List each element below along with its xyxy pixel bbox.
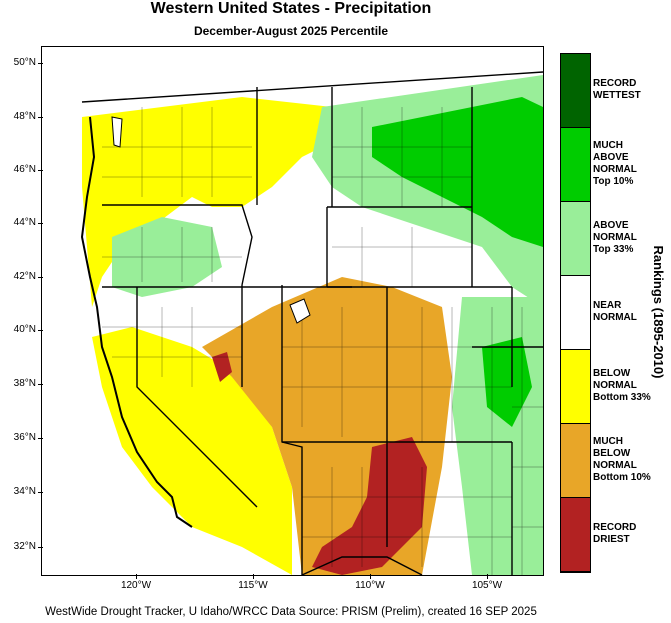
lat-tick — [38, 547, 43, 548]
lat-tick — [38, 223, 43, 224]
legend-title: Rankings (1895-2010) — [651, 245, 666, 379]
legend-swatch — [561, 202, 590, 276]
great-salt-lake — [289, 298, 311, 324]
lon-label: 110°W — [355, 580, 385, 591]
coastline — [80, 116, 193, 528]
legend-label-line: ABOVE — [593, 152, 629, 163]
lat-label: 34°N — [13, 486, 36, 497]
legend-label: MUCH BELOW NORMAL Bottom 10% — [593, 436, 651, 484]
lat-tick — [38, 170, 43, 171]
map-svg — [42, 47, 543, 575]
lat-label: 32°N — [13, 541, 36, 552]
legend-label-line: NEAR — [593, 300, 622, 311]
legend-label-line: BELOW — [593, 368, 631, 379]
legend-swatch — [561, 498, 590, 572]
legend-label-line: DRIEST — [593, 534, 630, 545]
legend-label-line: ABOVE — [593, 220, 629, 231]
region-record-driest-nm — [312, 437, 427, 575]
legend-label-line: Top 33% — [593, 244, 634, 255]
lat-label: 48°N — [13, 111, 36, 122]
legend-label-line: NORMAL — [593, 232, 637, 243]
lat-label: 44°N — [13, 217, 36, 228]
lat-tick — [38, 330, 43, 331]
data-source-credit: WestWide Drought Tracker, U Idaho/WRCC D… — [45, 606, 537, 618]
map-title: Western United States - Precipitation — [150, 0, 432, 17]
lat-label: 36°N — [13, 432, 36, 443]
legend-label: NEAR NORMAL — [593, 300, 637, 324]
state-boundaries — [102, 87, 543, 575]
lon-tick — [253, 574, 254, 579]
lat-tick — [38, 384, 43, 385]
lon-tick — [487, 574, 488, 579]
legend-label-line: RECORD — [593, 522, 637, 533]
legend-label-line: NORMAL — [593, 164, 637, 175]
legend-label-line: Top 10% — [593, 176, 634, 187]
legend-label-line: NORMAL — [593, 312, 637, 323]
legend-label-line: WETTEST — [593, 90, 641, 101]
lat-tick — [38, 438, 43, 439]
legend-label-line: Bottom 10% — [593, 472, 651, 483]
legend-label: RECORD WETTEST — [593, 78, 641, 102]
lon-label: 120°W — [120, 580, 152, 591]
lat-tick — [38, 492, 43, 493]
legend-label: BELOW NORMAL Bottom 33% — [593, 368, 651, 404]
lat-label: 38°N — [13, 378, 36, 389]
legend-label: RECORD DRIEST — [593, 522, 636, 546]
region-much-above-north — [372, 97, 543, 247]
legend-swatch — [561, 276, 590, 350]
legend-label-line: BELOW — [593, 448, 631, 459]
lat-tick — [38, 63, 43, 64]
county-lines — [102, 107, 543, 575]
lat-label: 50°N — [13, 57, 36, 68]
legend-label-line: MUCH — [593, 140, 623, 151]
legend-swatch — [561, 54, 590, 128]
legend-swatch — [561, 424, 590, 498]
puget-sound — [111, 116, 123, 148]
legend-swatch — [561, 128, 590, 202]
region-below-nw — [82, 97, 342, 307]
lon-label: 115°W — [238, 580, 268, 591]
region-much-above-east — [482, 337, 532, 427]
map-subtitle: December-August 2025 Percentile — [193, 24, 389, 38]
intl-border — [81, 71, 543, 575]
legend-label-line: RECORD — [593, 78, 637, 89]
legend-label-line: MUCH — [593, 436, 623, 447]
legend-label-line: NORMAL — [593, 380, 637, 391]
lat-label: 40°N — [13, 324, 36, 335]
lon-tick — [136, 574, 137, 579]
lat-tick — [38, 277, 43, 278]
lon-tick — [370, 574, 371, 579]
legend-label: ABOVE NORMAL Top 33% — [593, 220, 637, 256]
precipitation-map — [41, 46, 544, 576]
lon-label: 105°W — [471, 580, 503, 591]
lat-label: 42°N — [13, 271, 36, 282]
lat-tick — [38, 117, 43, 118]
legend-label-line: NORMAL — [593, 460, 637, 471]
legend-swatch — [561, 350, 590, 424]
legend-label-line: Bottom 33% — [593, 392, 651, 403]
region-record-driest-nv — [212, 352, 232, 382]
lat-label: 46°N — [13, 164, 36, 175]
legend-colorbar — [560, 53, 591, 573]
legend-label: MUCH ABOVE NORMAL Top 10% — [593, 140, 637, 188]
